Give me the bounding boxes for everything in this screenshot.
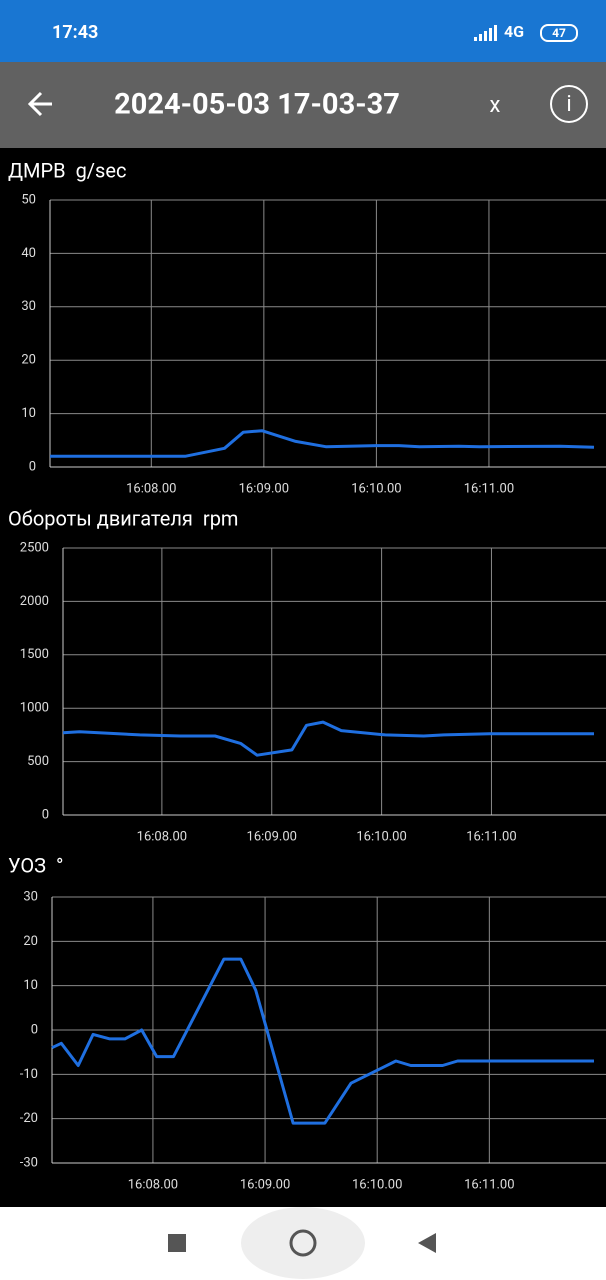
x-tick-label: 16:10.00 <box>356 829 406 844</box>
chart-unit: ° <box>56 853 63 877</box>
y-tick-label: 20 <box>21 353 36 368</box>
y-tick-label: 50 <box>21 192 36 207</box>
data-line <box>50 429 595 458</box>
home-highlight <box>241 1207 365 1279</box>
x-tick-label: 16:11.00 <box>464 481 514 496</box>
x-tick-label: 16:11.00 <box>464 1177 514 1192</box>
chart-title: ДМРВ <box>8 158 66 182</box>
app-title: 2024-05-03 17-03-37 <box>114 88 400 122</box>
x-tick-label: 16:11.00 <box>466 829 516 844</box>
y-tick-label: 40 <box>21 246 36 261</box>
y-tick-label: 0 <box>42 807 49 822</box>
y-tick-label: -10 <box>20 1067 38 1082</box>
home-button[interactable] <box>289 1229 317 1257</box>
data-line <box>62 720 594 757</box>
y-tick-label: 10 <box>21 406 36 421</box>
y-tick-label: 20 <box>23 934 38 949</box>
y-tick-label: -20 <box>20 1111 38 1126</box>
recents-button[interactable] <box>168 1234 186 1252</box>
status-time: 17:43 <box>52 22 98 43</box>
x-tick-label: 16:10.00 <box>352 1177 402 1192</box>
signal-icon <box>474 25 497 41</box>
x-tick-label: 16:09.00 <box>239 481 289 496</box>
y-tick-label: 2500 <box>20 540 49 555</box>
app-bar <box>0 62 606 148</box>
back-nav-button[interactable] <box>418 1233 436 1253</box>
y-tick-label: 1500 <box>20 647 49 662</box>
close-button[interactable]: x <box>490 93 501 118</box>
x-tick-label: 16:09.00 <box>240 1177 290 1192</box>
y-tick-label: 500 <box>27 754 49 769</box>
chart-title: УОЗ <box>8 853 46 877</box>
y-tick-label: 30 <box>21 299 36 314</box>
y-tick-label: -30 <box>20 1155 38 1170</box>
data-line <box>51 957 594 1125</box>
y-tick-label: 0 <box>31 1022 38 1037</box>
x-tick-label: 16:09.00 <box>247 829 297 844</box>
info-icon: i <box>566 92 571 117</box>
chart-unit: rpm <box>203 506 239 530</box>
battery-level: 47 <box>552 26 566 40</box>
back-button[interactable] <box>27 91 52 117</box>
battery-icon <box>540 24 578 42</box>
info-button[interactable] <box>550 85 588 123</box>
y-tick-label: 10 <box>23 978 38 993</box>
y-tick-label: 30 <box>23 889 38 904</box>
y-tick-label: 1000 <box>20 701 49 716</box>
status-bar <box>0 0 606 62</box>
x-tick-label: 16:08.00 <box>137 829 187 844</box>
chart-unit: g/sec <box>76 158 127 182</box>
network-type: 4G <box>504 22 524 41</box>
chart-title: Обороты двигателя <box>8 506 193 530</box>
x-tick-label: 16:08.00 <box>126 481 176 496</box>
y-tick-label: 0 <box>29 459 36 474</box>
x-tick-label: 16:10.00 <box>351 481 401 496</box>
y-tick-label: 2000 <box>20 594 49 609</box>
x-tick-label: 16:08.00 <box>128 1177 178 1192</box>
